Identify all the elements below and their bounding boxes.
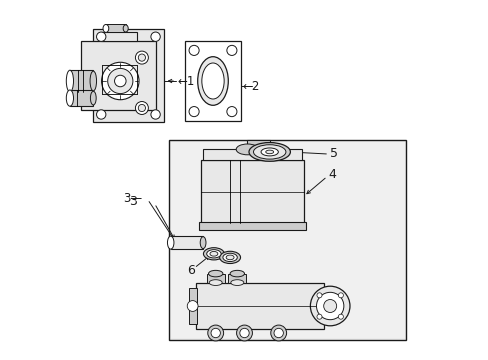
Ellipse shape: [236, 144, 258, 155]
Ellipse shape: [167, 236, 174, 249]
Ellipse shape: [203, 248, 224, 260]
Ellipse shape: [248, 143, 290, 161]
Circle shape: [102, 62, 139, 100]
Ellipse shape: [202, 63, 224, 99]
Bar: [247, 140, 269, 149]
Ellipse shape: [66, 90, 73, 106]
Bar: [101, 32, 136, 41]
Circle shape: [316, 293, 322, 298]
Ellipse shape: [90, 91, 96, 105]
Ellipse shape: [225, 255, 234, 260]
Text: 3—: 3—: [122, 192, 142, 205]
Circle shape: [96, 32, 106, 41]
Text: ←1: ←1: [178, 75, 195, 87]
Circle shape: [338, 293, 343, 298]
Ellipse shape: [197, 57, 228, 105]
Circle shape: [114, 75, 126, 87]
Bar: [106, 24, 125, 32]
Bar: [188, 288, 196, 324]
Circle shape: [310, 286, 349, 326]
Ellipse shape: [206, 250, 221, 258]
Ellipse shape: [200, 237, 205, 248]
Circle shape: [189, 107, 199, 117]
Circle shape: [323, 300, 336, 312]
Circle shape: [239, 328, 249, 338]
Circle shape: [338, 314, 343, 319]
Ellipse shape: [223, 253, 237, 261]
Text: 4: 4: [328, 168, 336, 181]
Bar: [170, 142, 404, 338]
Circle shape: [236, 325, 252, 341]
Circle shape: [138, 54, 145, 61]
Circle shape: [270, 325, 286, 341]
Bar: [168, 140, 406, 340]
Ellipse shape: [261, 148, 278, 156]
Ellipse shape: [66, 70, 73, 92]
Circle shape: [96, 110, 106, 119]
Circle shape: [189, 45, 199, 55]
Bar: [203, 149, 302, 160]
Ellipse shape: [209, 252, 218, 256]
Circle shape: [107, 68, 133, 94]
Circle shape: [316, 314, 322, 319]
Text: 5: 5: [329, 147, 338, 160]
Ellipse shape: [253, 145, 285, 159]
Bar: [81, 41, 156, 110]
Bar: [228, 274, 246, 283]
Circle shape: [135, 102, 148, 114]
Ellipse shape: [90, 71, 96, 91]
Circle shape: [135, 51, 148, 64]
Ellipse shape: [208, 270, 223, 277]
Bar: [196, 283, 323, 329]
Ellipse shape: [230, 270, 244, 277]
Bar: [201, 160, 303, 223]
Circle shape: [226, 45, 237, 55]
Ellipse shape: [209, 280, 222, 285]
Text: ←2: ←2: [242, 80, 260, 93]
Circle shape: [207, 325, 223, 341]
Ellipse shape: [265, 150, 273, 154]
Text: 6: 6: [187, 264, 195, 277]
Bar: [93, 29, 163, 122]
Circle shape: [187, 301, 198, 311]
Bar: [70, 70, 93, 92]
Circle shape: [151, 110, 160, 119]
Ellipse shape: [230, 280, 244, 285]
Circle shape: [226, 107, 237, 117]
Circle shape: [138, 104, 145, 112]
Circle shape: [273, 328, 283, 338]
Bar: [185, 41, 241, 121]
Bar: [70, 90, 93, 106]
Ellipse shape: [123, 25, 128, 32]
Ellipse shape: [103, 24, 108, 32]
Bar: [170, 236, 203, 249]
Circle shape: [151, 32, 160, 41]
Circle shape: [211, 328, 220, 338]
Ellipse shape: [219, 251, 240, 264]
Circle shape: [316, 292, 343, 320]
Text: 3: 3: [129, 195, 137, 208]
Bar: [199, 222, 305, 230]
Bar: [206, 274, 224, 283]
